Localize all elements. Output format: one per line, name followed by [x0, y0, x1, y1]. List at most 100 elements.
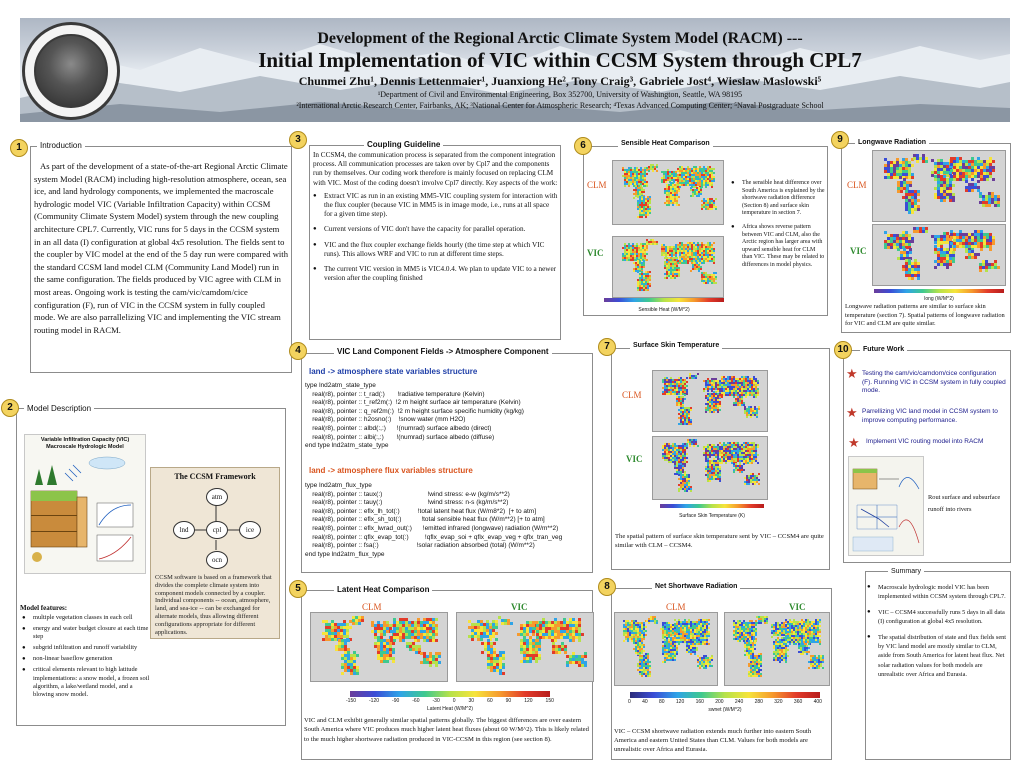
map-cell	[674, 451, 677, 454]
map-cell	[678, 457, 681, 460]
map-cell	[729, 443, 732, 446]
map-cell	[907, 234, 911, 237]
cb-tick: 160	[695, 699, 704, 705]
map-cell	[637, 216, 640, 219]
map-cell	[647, 212, 650, 215]
map-cell	[735, 379, 738, 382]
map-cell	[902, 264, 906, 268]
map-cell	[649, 274, 652, 277]
map-cell	[705, 279, 707, 282]
map-cell	[686, 628, 689, 631]
map-cell	[550, 621, 554, 625]
map-cell	[528, 630, 532, 634]
map-cell	[489, 654, 493, 658]
map-cell	[565, 624, 569, 628]
map-cell	[528, 660, 532, 664]
map-cell	[580, 655, 584, 659]
map-cell	[751, 675, 754, 678]
map-cell	[912, 153, 916, 157]
map-cell	[745, 650, 748, 653]
map-cell	[637, 255, 640, 257]
map-cell	[949, 168, 953, 172]
map-cell	[680, 174, 683, 177]
map-cell	[970, 162, 974, 166]
map-cell	[666, 381, 669, 383]
map-cell	[680, 184, 683, 187]
map-cell	[522, 630, 526, 634]
map-cell	[934, 165, 938, 169]
map-cell	[676, 393, 679, 395]
map-cell	[667, 275, 670, 278]
map-cell	[985, 177, 989, 181]
map-cell	[680, 393, 683, 395]
map-cell	[556, 624, 560, 628]
map-cell	[690, 189, 692, 192]
map-cell	[686, 245, 689, 248]
map-cell	[703, 271, 705, 274]
map-cell	[696, 249, 699, 252]
map-cell	[663, 267, 666, 270]
map-cell	[883, 167, 887, 170]
map-cell	[702, 259, 705, 262]
map-cell	[715, 380, 718, 383]
map-cell	[669, 635, 672, 638]
map-cell	[702, 249, 705, 252]
map-cell	[805, 638, 808, 641]
map-cell	[745, 377, 748, 380]
map-cell	[755, 655, 758, 658]
map-cell	[666, 447, 669, 450]
map-cell	[671, 653, 674, 656]
map-cell	[694, 174, 697, 177]
map-cell	[404, 624, 408, 628]
map-cell	[641, 624, 644, 627]
map-cell	[330, 634, 334, 638]
map-cell	[686, 377, 689, 379]
map-cell	[741, 632, 744, 635]
map-cell	[690, 178, 693, 181]
map-cell	[735, 624, 738, 627]
map-cell	[711, 197, 713, 200]
map-cell	[627, 247, 630, 249]
map-cell	[684, 172, 687, 175]
map-cell	[702, 174, 705, 177]
map-cell	[719, 445, 722, 448]
map-cell	[704, 624, 707, 627]
map-cell	[643, 673, 646, 676]
map-cell	[745, 387, 748, 390]
map-cell	[690, 261, 693, 264]
map-cell	[643, 210, 646, 213]
map-cell	[955, 177, 959, 181]
map-cell	[711, 470, 714, 473]
map-cell	[907, 240, 911, 243]
map-cell	[801, 638, 804, 641]
feature-item: critical elements relevant to high latit…	[22, 666, 150, 698]
map-cell	[759, 665, 762, 668]
map-cell	[990, 191, 994, 195]
map-cell	[674, 387, 677, 389]
map-cell	[686, 473, 689, 476]
map-cell	[738, 463, 741, 466]
map-cell	[677, 204, 680, 207]
map-cell	[991, 177, 995, 181]
map-cell	[797, 626, 800, 629]
map-cell	[571, 624, 575, 628]
map-cell	[680, 259, 683, 262]
map-cell	[645, 216, 648, 219]
map-cell	[719, 466, 722, 469]
map-cell	[694, 259, 697, 262]
map-cell	[729, 393, 732, 396]
map-cell	[629, 624, 632, 627]
map-cell	[760, 615, 763, 618]
map-cell	[753, 443, 756, 446]
map-cell	[748, 411, 751, 414]
map-cell	[672, 455, 675, 458]
map-cell	[749, 379, 752, 382]
map-cell	[485, 634, 489, 638]
map-cell	[735, 381, 738, 384]
map-cell	[395, 636, 399, 640]
map-cell	[707, 466, 710, 469]
map-cell	[709, 450, 712, 453]
map-cell	[973, 162, 977, 166]
map-cell	[708, 259, 711, 262]
map-cell	[327, 622, 331, 626]
